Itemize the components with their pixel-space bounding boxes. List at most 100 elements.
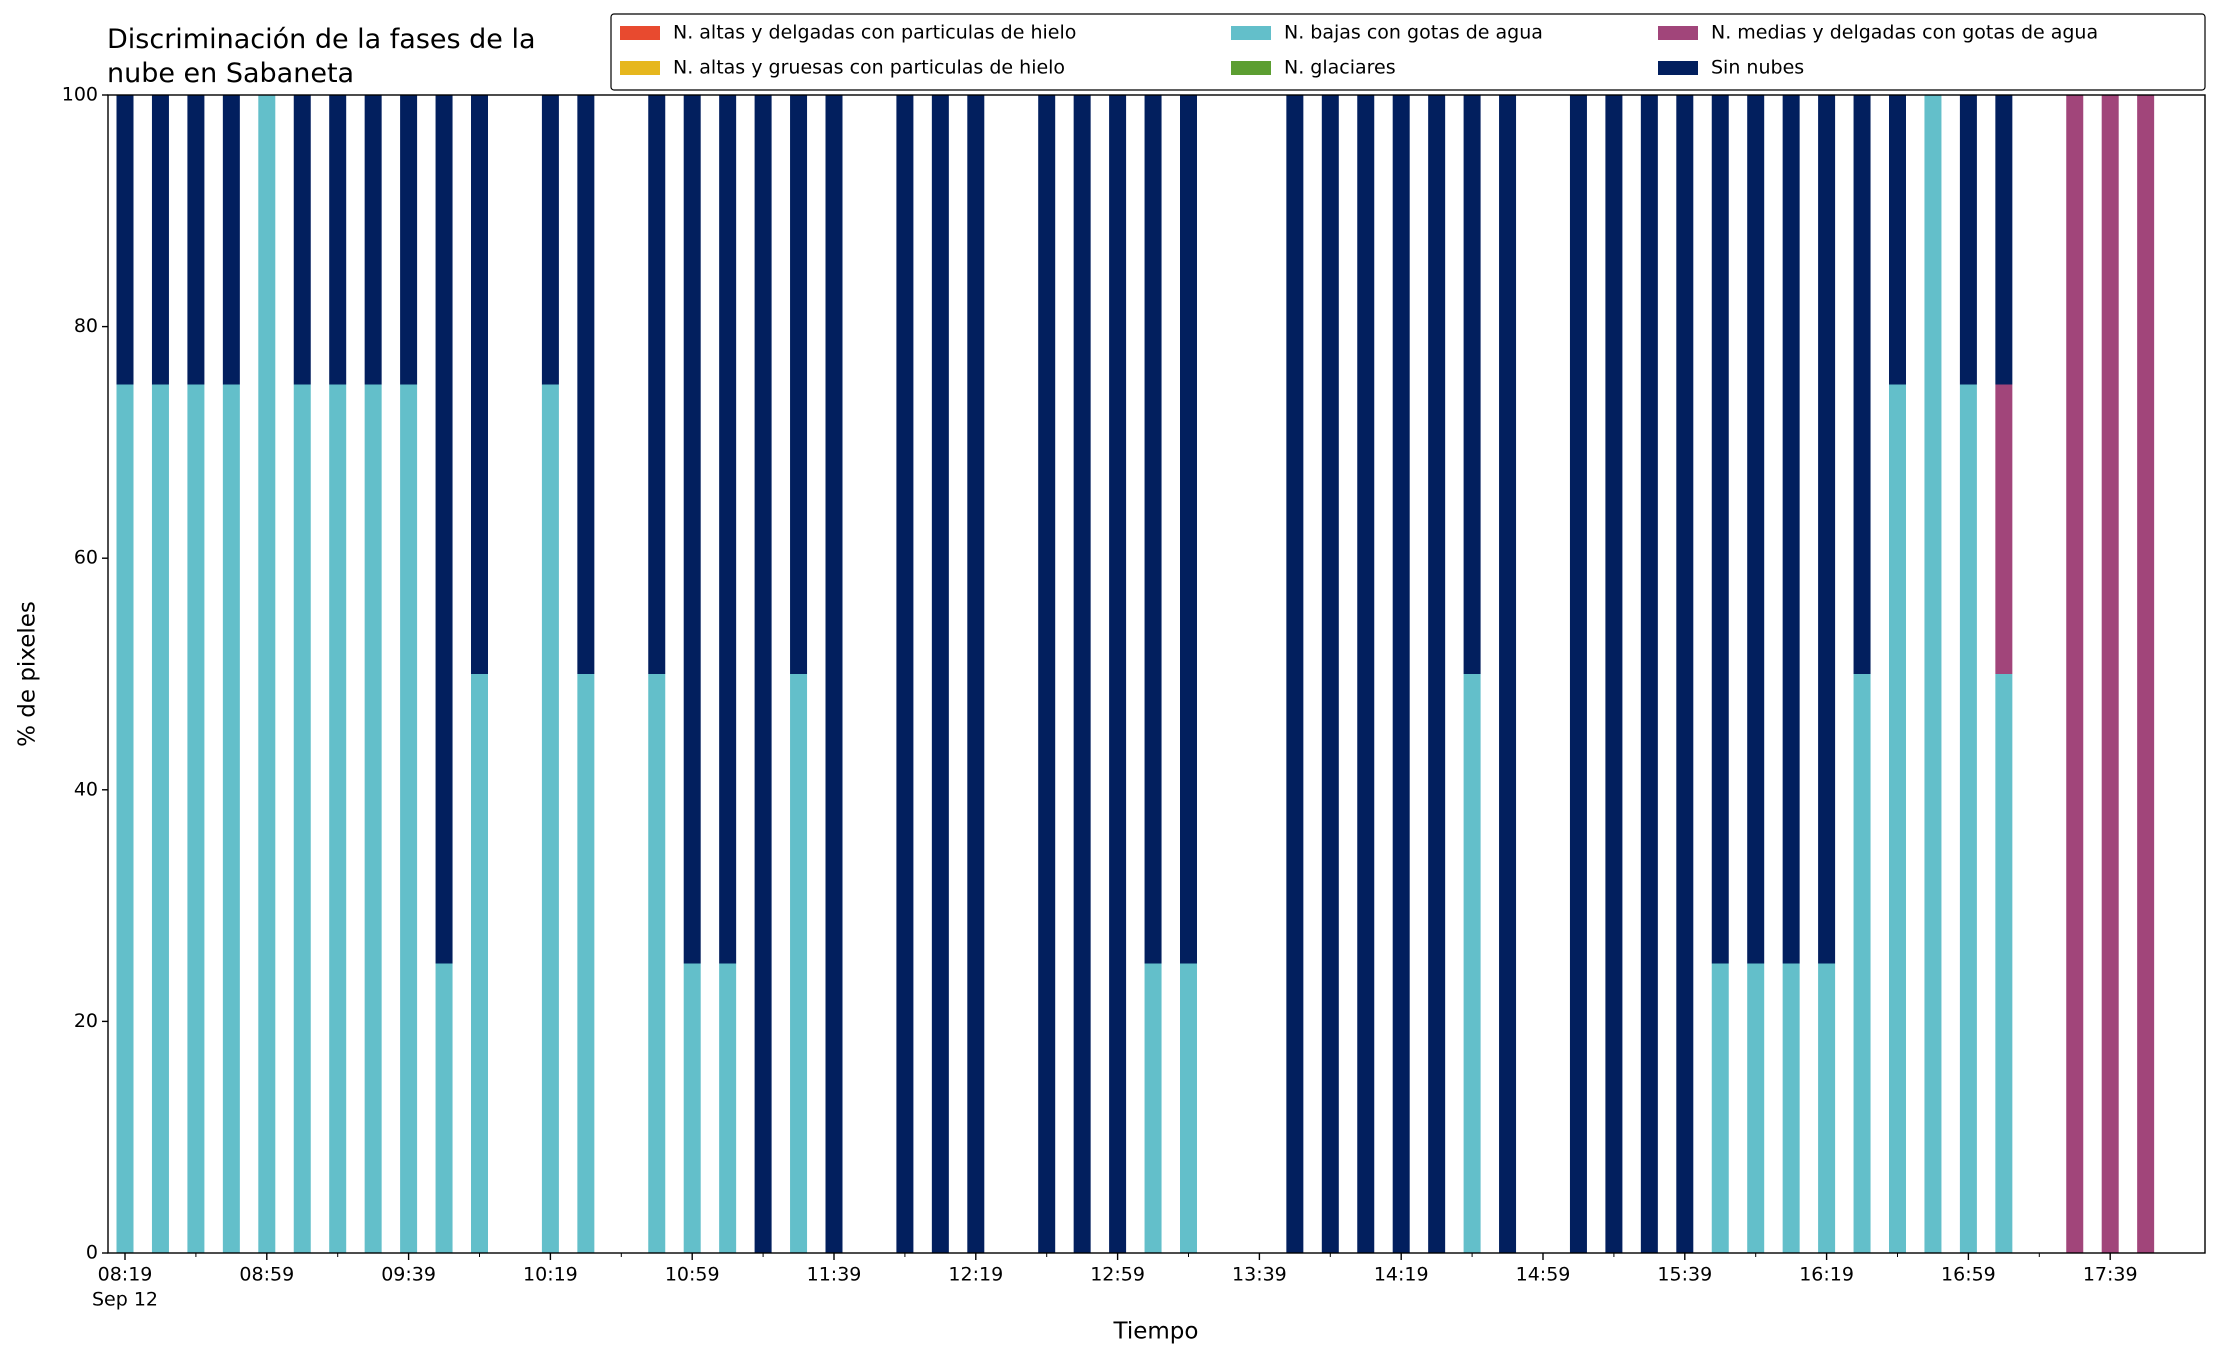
x-tick-label: 16:19 (1799, 1264, 1854, 1286)
bar-segment (1818, 963, 1836, 1253)
bar-segment (541, 95, 559, 385)
bar-segment (577, 95, 595, 674)
x-tick-label: 16:59 (1941, 1264, 1996, 1286)
y-tick-label: 100 (62, 84, 98, 106)
chart-title: Discriminación de la fases de la nube en … (107, 24, 536, 89)
x-tick-label: 11:39 (807, 1264, 862, 1286)
bar-segment (1073, 95, 1091, 1253)
bar-segment (541, 384, 559, 1253)
y-axis-label: % de pixeles (15, 601, 41, 747)
y-tick-label: 0 (86, 1242, 98, 1264)
legend-swatch (1231, 61, 1271, 75)
bar-segment (896, 95, 914, 1253)
x-tick-label: 14:59 (1516, 1264, 1571, 1286)
bar-segment (1428, 95, 1446, 1253)
legend-label: N. bajas con gotas de agua (1284, 22, 1543, 44)
bar-segment (1959, 384, 1977, 1253)
legend-swatch (620, 26, 660, 40)
bar-segment (931, 95, 949, 1253)
y-tick-label: 20 (74, 1010, 98, 1032)
bar-segment (967, 95, 985, 1253)
x-tick-label: 10:59 (665, 1264, 720, 1286)
bar-segment (1499, 95, 1517, 1253)
bar-segment (471, 674, 488, 1253)
bar-segment (1286, 95, 1304, 1253)
bar-segment (1853, 674, 1871, 1253)
bar-segment (222, 384, 240, 1253)
x-tick-label: 12:19 (948, 1264, 1003, 1286)
x-tick-label: 17:39 (2083, 1264, 2138, 1286)
legend-label: Sin nubes (1711, 57, 1804, 79)
x-axis-label: Tiempo (1113, 1319, 1199, 1345)
bar-segment (790, 674, 808, 1253)
legend-label: N. medias y delgadas con gotas de agua (1711, 22, 2098, 44)
bar-segment (683, 95, 701, 964)
bar-segment (1747, 95, 1765, 964)
x-tick-label: 08:59 (239, 1264, 294, 1286)
x-tick-label: 13:39 (1232, 1264, 1287, 1286)
bar-segment (1853, 95, 1871, 674)
bar-segment (1392, 95, 1410, 1253)
bar-segment (790, 95, 808, 674)
bar-segment (222, 95, 240, 385)
bar-segment (187, 95, 205, 385)
bar-segment (471, 95, 488, 674)
bar-segment (1676, 95, 1694, 1253)
bar-segment (293, 95, 311, 385)
bar-segment (1038, 95, 1056, 1253)
x-tick-label: 10:19 (523, 1264, 578, 1286)
bar-segment (435, 95, 453, 964)
bar-segment (329, 95, 347, 385)
bar-segment (1782, 963, 1800, 1253)
bar-segment (1995, 674, 2013, 1253)
bar-segment (648, 674, 666, 1253)
bar-segment (1995, 95, 2013, 385)
x-tick-label: 09:39 (381, 1264, 436, 1286)
bar-segment (116, 384, 134, 1253)
bar-segment (1605, 95, 1623, 1253)
bar-segment (1640, 95, 1658, 1253)
y-tick-label: 60 (74, 547, 98, 569)
bar-segment (719, 95, 737, 964)
x-tick-label: 15:39 (1657, 1264, 1712, 1286)
bar-segment (364, 384, 382, 1253)
bar-segment (1747, 963, 1765, 1253)
legend-swatch (620, 61, 660, 75)
bar-segment (1711, 963, 1729, 1253)
bar-segment (825, 95, 843, 1253)
bar-segment (683, 963, 701, 1253)
plot-frame (107, 94, 2206, 1254)
bar-segment (400, 95, 418, 385)
bar-segment (151, 384, 169, 1253)
x-sublabel: Sep 12 (92, 1289, 158, 1311)
bar-segment (1889, 95, 1906, 385)
legend-swatch (1231, 26, 1271, 40)
legend-box (610, 13, 2206, 91)
bar-segment (364, 95, 382, 385)
bar-segment (187, 384, 205, 1253)
bar-segment (1357, 95, 1375, 1253)
bar-segment (400, 384, 418, 1253)
bar-segment (293, 384, 311, 1253)
bar-segment (2137, 95, 2155, 1253)
bar-segment (1711, 95, 1729, 964)
x-tick-label: 08:19 (98, 1264, 153, 1286)
bar-segment (1959, 95, 1977, 385)
bar-segment (1144, 95, 1162, 964)
bar-segment (577, 674, 595, 1253)
bar-segment (719, 963, 737, 1253)
bar-segment (1180, 95, 1197, 964)
bar-segment (1144, 963, 1162, 1253)
bar-segment (2101, 95, 2119, 1253)
bar-segment (754, 95, 772, 1253)
legend-swatch (1658, 26, 1698, 40)
y-tick-label: 40 (74, 778, 98, 800)
bar-segment (1321, 95, 1339, 1253)
legend-label: N. altas y delgadas con particulas de hi… (673, 22, 1076, 44)
bar-segment (1924, 95, 1942, 1253)
bar-segment (1818, 95, 1836, 964)
bar-segment (1180, 963, 1197, 1253)
bar-segment (1569, 95, 1587, 1253)
bar-segment (1463, 95, 1481, 674)
